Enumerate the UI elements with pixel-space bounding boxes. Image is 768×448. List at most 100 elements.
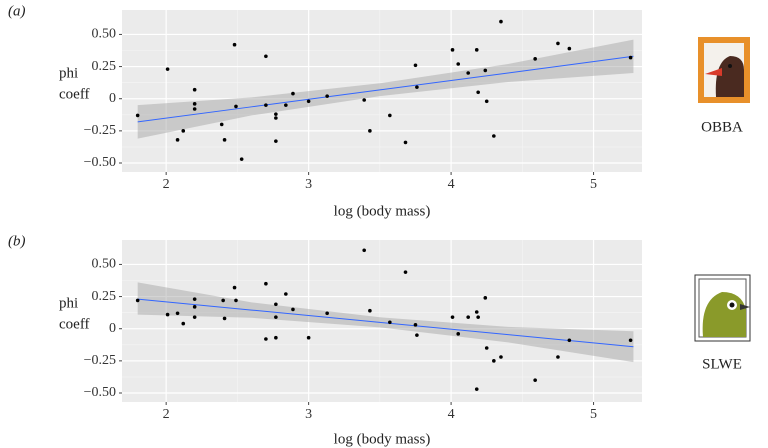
data-point [415,333,419,337]
data-point [556,41,560,46]
data-point [483,296,488,300]
data-point [474,387,479,391]
data-point [476,315,480,319]
data-point [556,355,560,359]
data-point [175,138,180,142]
x-tick-label: 4 [448,407,455,422]
data-point [181,129,186,133]
data-point [362,98,366,102]
data-point [274,302,278,307]
x-tick-label: 2 [163,177,170,192]
data-point [232,285,237,290]
data-point [274,139,278,143]
data-point [192,107,197,111]
data-point [499,19,503,24]
data-point [192,87,197,92]
confidence-band [137,282,634,363]
y-tick-label: −0.50 [84,385,116,400]
y-tick-label: 0 [109,91,116,106]
data-point [306,335,311,340]
data-point [291,307,295,312]
data-point [388,113,392,118]
y-tick-label: −0.50 [84,155,116,170]
data-point [274,116,278,120]
x-tick-label: 3 [305,407,312,422]
x-tick-label: 4 [448,177,455,192]
data-point [403,270,408,274]
data-point [474,48,479,52]
data-point [234,298,238,303]
panel-label: (a) [8,3,26,19]
data-point [628,338,633,343]
data-point [483,68,488,73]
plot-background [122,10,642,172]
panel-label: (b) [8,233,26,249]
species-label: OBBA [701,119,743,135]
y-tick-label: 0.25 [92,289,117,304]
data-point [232,42,237,47]
data-point [192,102,197,106]
data-point [567,46,572,51]
data-point [466,71,470,75]
data-point [484,99,489,104]
fit-line [137,298,634,348]
y-tick-label: 0 [109,321,116,336]
data-point [413,63,418,68]
species-label: SLWE [702,356,742,372]
data-point [221,298,225,303]
x-axis-label: log (body mass) [334,203,431,219]
data-point [362,248,366,253]
data-point [368,129,372,133]
data-point [135,298,140,303]
data-point [192,315,197,319]
bird-beak [740,304,750,310]
data-point [264,103,268,107]
data-point [450,48,455,52]
data-point [492,134,496,138]
data-point [165,67,170,71]
x-tick-label: 3 [305,177,312,192]
data-point [284,103,288,107]
data-point [291,91,295,96]
data-point [368,308,372,313]
data-point [306,99,311,104]
data-point [567,338,572,343]
data-point [274,335,278,340]
x-tick-label: 2 [163,407,170,422]
y-axis-label: coeff [59,86,90,102]
data-point [219,122,224,127]
data-point [533,57,537,61]
y-tick-label: −0.25 [84,353,116,368]
y-axis-label: phi [59,65,78,81]
bird-eye [728,64,732,68]
data-point [466,315,470,319]
data-point [222,316,227,321]
y-tick-label: 0.25 [92,59,117,74]
data-point [476,90,480,95]
data-point [181,321,186,326]
data-point [413,323,418,327]
bird-eye [729,302,735,308]
data-point [234,104,238,109]
x-tick-label: 5 [590,407,597,422]
data-point [415,85,419,89]
data-point [165,312,170,317]
data-point [135,113,140,118]
data-point [239,157,244,161]
data-point [264,54,268,59]
y-tick-label: −0.25 [84,123,116,138]
data-point [274,315,278,319]
data-point [456,332,461,336]
y-tick-label: 0.50 [92,27,117,42]
data-point [450,315,455,319]
data-point [492,359,496,363]
x-tick-label: 5 [590,177,597,192]
y-tick-label: 0.50 [92,257,117,272]
data-point [284,292,288,296]
bird-icon-b [694,274,751,342]
fit-line [137,55,634,123]
data-point [628,55,633,60]
data-point [474,310,479,314]
data-point [175,311,180,316]
